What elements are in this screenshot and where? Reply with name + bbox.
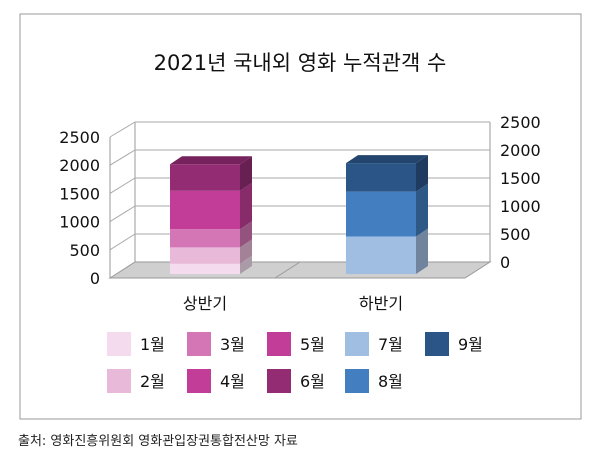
legend-swatch — [345, 332, 369, 356]
y-tick-label-left: 2500 — [59, 128, 100, 147]
gridline-side — [109, 233, 136, 251]
legend-label: 5월 — [300, 335, 325, 354]
bar-side-6월 — [240, 156, 252, 191]
bar-side-7월 — [416, 228, 428, 274]
y-tick-label-left: 0 — [90, 269, 100, 288]
source-note: 출처: 영화진흥위원회 영화관입장권통합전산망 자료 — [18, 434, 298, 449]
bar-segment-1월 — [170, 263, 240, 274]
bar-segment-7월 — [346, 236, 416, 274]
legend-label: 6월 — [300, 372, 325, 391]
legend-label: 9월 — [458, 335, 483, 354]
bar-segment-2월 — [170, 247, 240, 264]
legend-swatch — [267, 332, 291, 356]
legend-label: 7월 — [378, 335, 403, 354]
legend-swatch — [425, 332, 449, 356]
bar-segment-6월 — [170, 164, 240, 191]
bar-side-3월 — [240, 221, 252, 248]
bar-segment-4월 — [170, 190, 240, 230]
bar-side-2월 — [240, 239, 252, 264]
floor-divider — [274, 261, 301, 279]
y-tick-label-right: 2000 — [500, 141, 541, 160]
chart-floor — [108, 261, 492, 279]
gridline-side — [109, 121, 136, 138]
bar-top-9월 — [346, 155, 428, 164]
y-tick-label-left: 500 — [69, 241, 100, 260]
legend-swatch — [345, 369, 369, 393]
legend-label: 3월 — [220, 335, 245, 354]
y-tick-label-right: 1000 — [500, 197, 541, 216]
gridline-side — [109, 177, 136, 194]
y-tick-label-right: 1500 — [500, 169, 541, 188]
gridline-side — [109, 205, 136, 223]
legend-label: 8월 — [378, 372, 403, 391]
bar-side-1월 — [240, 255, 252, 274]
category-label: 하반기 — [359, 294, 403, 313]
legend-swatch — [107, 332, 131, 356]
y-tick-label-left: 1000 — [59, 213, 100, 232]
bar-side-4월 — [240, 182, 252, 230]
legend-label: 2월 — [140, 372, 165, 391]
y-tick-label-right: 500 — [500, 225, 531, 244]
bar-side-8월 — [416, 183, 428, 237]
legend-swatch — [187, 369, 211, 393]
y-tick-label-left: 2000 — [59, 156, 100, 175]
bar-segment-8월 — [346, 191, 416, 237]
legend-swatch — [107, 369, 131, 393]
legend-label: 4월 — [220, 372, 245, 391]
bar-top-6월 — [170, 156, 252, 165]
bar-side-9월 — [416, 155, 428, 192]
legend-swatch — [267, 369, 291, 393]
gridline-side — [109, 149, 136, 166]
legend-label: 1월 — [140, 335, 165, 354]
bar-segment-9월 — [346, 163, 416, 192]
y-tick-label-left: 1500 — [59, 184, 100, 203]
y-tick-label-right: 0 — [500, 253, 510, 272]
category-label: 상반기 — [183, 294, 227, 313]
y-tick-label-right: 2500 — [500, 113, 541, 132]
chart-title: 2021년 국내외 영화 누적관객 수 — [154, 51, 447, 75]
bar-segment-3월 — [170, 229, 240, 248]
legend-swatch — [187, 332, 211, 356]
